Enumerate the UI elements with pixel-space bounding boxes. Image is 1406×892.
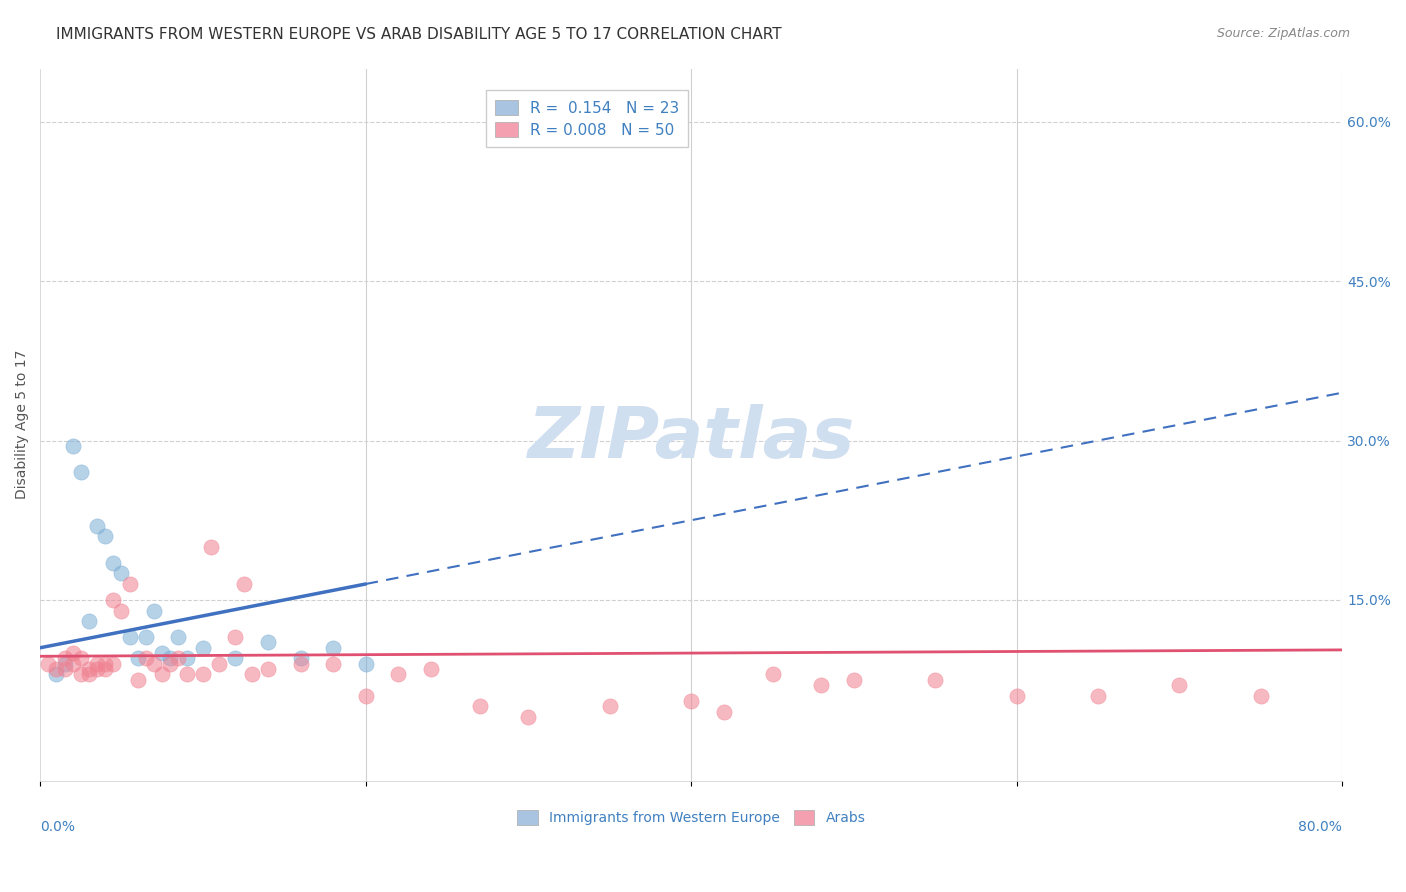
- Point: [69, 651, 91, 665]
- Point: [45, 667, 67, 681]
- Legend: Immigrants from Western Europe, Arabs: Immigrants from Western Europe, Arabs: [512, 805, 870, 830]
- Point: [103, 657, 125, 671]
- Point: [387, 667, 409, 681]
- Point: [69, 466, 91, 480]
- Point: [150, 667, 173, 681]
- Text: 80.0%: 80.0%: [1298, 820, 1343, 834]
- Point: [290, 657, 312, 671]
- Point: [69, 667, 91, 681]
- Point: [103, 593, 125, 607]
- Point: [77, 667, 100, 681]
- Point: [354, 657, 377, 671]
- Point: [810, 678, 832, 692]
- Point: [224, 630, 246, 644]
- Point: [200, 540, 222, 554]
- Point: [103, 556, 125, 570]
- Point: [419, 662, 441, 676]
- Point: [208, 657, 231, 671]
- Point: [1005, 689, 1028, 703]
- Point: [127, 673, 149, 687]
- Point: [62, 657, 84, 671]
- Point: [842, 673, 865, 687]
- Point: [761, 667, 783, 681]
- Point: [94, 529, 117, 543]
- Text: IMMIGRANTS FROM WESTERN EUROPE VS ARAB DISABILITY AGE 5 TO 17 CORRELATION CHART: IMMIGRANTS FROM WESTERN EUROPE VS ARAB D…: [56, 27, 782, 42]
- Text: Source: ZipAtlas.com: Source: ZipAtlas.com: [1216, 27, 1350, 40]
- Point: [118, 630, 141, 644]
- Point: [118, 577, 141, 591]
- Point: [924, 673, 946, 687]
- Point: [1250, 689, 1272, 703]
- Point: [167, 630, 190, 644]
- Point: [94, 657, 117, 671]
- Point: [135, 651, 157, 665]
- Text: ZIPatlas: ZIPatlas: [527, 404, 855, 474]
- Point: [159, 657, 181, 671]
- Point: [322, 657, 344, 671]
- Point: [224, 651, 246, 665]
- Point: [110, 566, 132, 581]
- Y-axis label: Disability Age 5 to 17: Disability Age 5 to 17: [15, 350, 30, 500]
- Point: [232, 577, 254, 591]
- Point: [53, 657, 76, 671]
- Point: [37, 657, 59, 671]
- Point: [150, 646, 173, 660]
- Point: [191, 667, 214, 681]
- Point: [167, 651, 190, 665]
- Point: [53, 662, 76, 676]
- Text: 0.0%: 0.0%: [41, 820, 75, 834]
- Point: [62, 439, 84, 453]
- Point: [77, 614, 100, 628]
- Point: [322, 640, 344, 655]
- Point: [257, 662, 280, 676]
- Point: [354, 689, 377, 703]
- Point: [290, 651, 312, 665]
- Point: [127, 651, 149, 665]
- Point: [159, 651, 181, 665]
- Point: [53, 651, 76, 665]
- Point: [86, 518, 108, 533]
- Point: [599, 699, 621, 714]
- Point: [110, 603, 132, 617]
- Point: [94, 662, 117, 676]
- Point: [1087, 689, 1109, 703]
- Point: [86, 662, 108, 676]
- Point: [143, 657, 166, 671]
- Point: [45, 662, 67, 676]
- Point: [191, 640, 214, 655]
- Point: [240, 667, 263, 681]
- Point: [1168, 678, 1191, 692]
- Point: [517, 710, 540, 724]
- Point: [176, 667, 198, 681]
- Point: [176, 651, 198, 665]
- Point: [77, 662, 100, 676]
- Point: [135, 630, 157, 644]
- Point: [62, 646, 84, 660]
- Point: [86, 657, 108, 671]
- Point: [143, 603, 166, 617]
- Point: [257, 635, 280, 649]
- Point: [713, 705, 735, 719]
- Point: [468, 699, 491, 714]
- Point: [681, 694, 703, 708]
